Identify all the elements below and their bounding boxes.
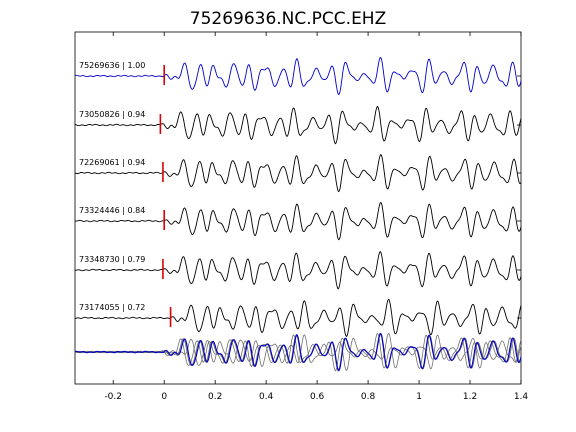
trace-label: 73348730 | 0.79 [79, 255, 145, 264]
x-tick-label: 0.6 [310, 392, 325, 402]
trace-label: 73324446 | 0.84 [79, 206, 145, 215]
x-tick-label: 0.4 [259, 392, 274, 402]
stacked-reference-trace [74, 332, 522, 372]
waveform-trace [74, 201, 522, 241]
waveform-trace [74, 250, 522, 290]
trace-label: 73174055 | 0.72 [79, 303, 145, 312]
waveform-trace [74, 105, 522, 145]
trace-label: 73050826 | 0.94 [79, 110, 145, 119]
chart-title: 75269636.NC.PCC.EHZ [190, 9, 387, 29]
traces-layer: 75269636 | 1.00 73050826 | 0.94 72269061 |… [74, 56, 522, 338]
x-tick-label: 1.4 [514, 392, 529, 402]
trace-label: 75269636 | 1.00 [79, 61, 145, 70]
x-axis: -0.2 0 0.2 0.4 0.6 0.8 1 1.2 1.4 [104, 32, 528, 402]
x-tick-label: 0.8 [361, 392, 376, 402]
x-tick-label: 1 [416, 392, 422, 402]
x-tick-label: -0.2 [104, 392, 122, 402]
stack-layer [74, 332, 522, 372]
x-tick-label: 1.2 [463, 392, 477, 402]
waveform-trace [74, 298, 522, 338]
plot-frame [74, 31, 522, 385]
waveform-trace [74, 56, 522, 96]
waveform-trace [74, 154, 522, 193]
trace-label: 72269061 | 0.94 [79, 158, 145, 167]
x-tick-label: 0 [161, 392, 167, 402]
x-tick-label: 0.2 [208, 392, 222, 402]
